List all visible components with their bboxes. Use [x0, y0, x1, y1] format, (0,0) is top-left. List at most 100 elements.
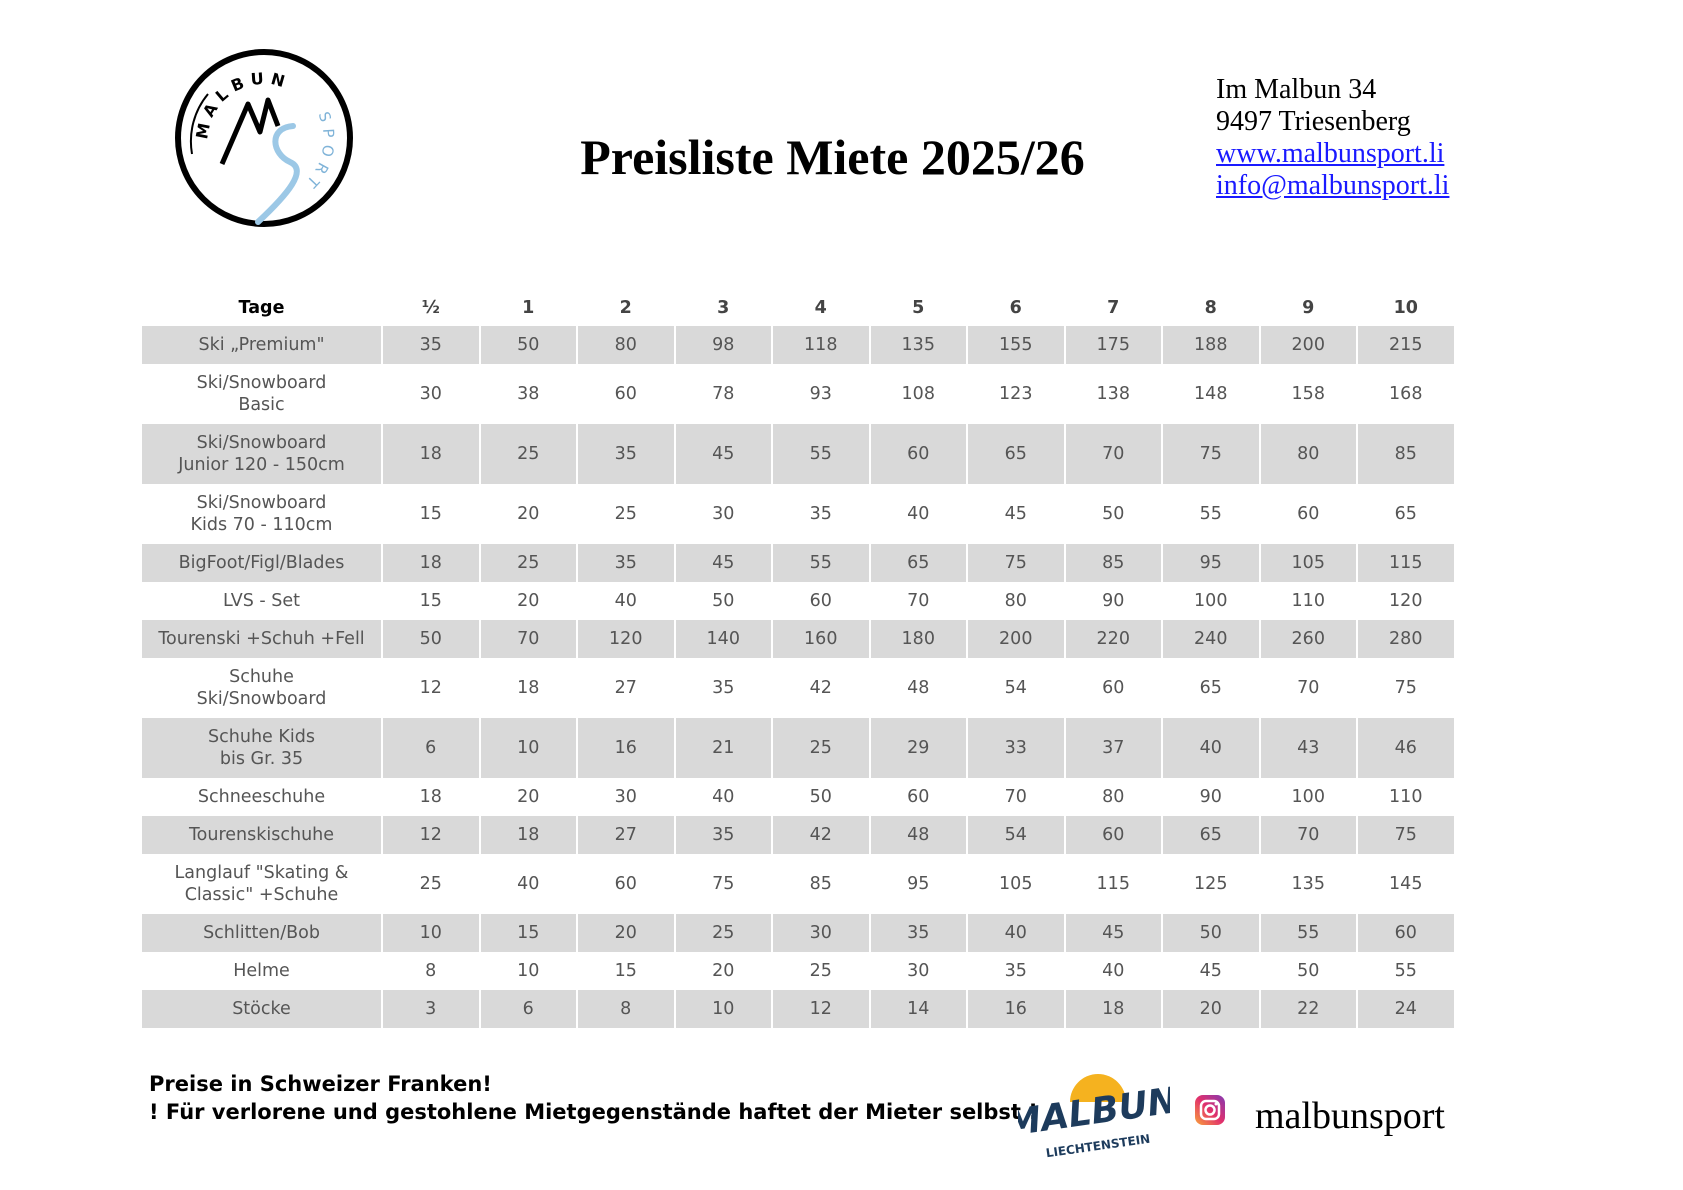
- instagram-handle[interactable]: malbunsport: [1255, 1095, 1445, 1137]
- note: Preise in Schweizer Franken!: [149, 1072, 492, 1096]
- price-cell: 38: [479, 364, 578, 424]
- email-link[interactable]: info@malbunsport.li: [1216, 170, 1450, 201]
- price-cell: 200: [1259, 326, 1358, 364]
- price-cell: 20: [1162, 990, 1261, 1028]
- price-cell: 15: [382, 582, 481, 620]
- price-cell: 110: [1259, 582, 1358, 620]
- instagram-icon[interactable]: [1194, 1094, 1226, 1126]
- price-table: Tage ½ 1 2 3 4 5 6 7 8 9 10 Ski „Premium" 35 50 80 98 118…: [142, 290, 1456, 1028]
- table-row: Tourenski +Schuh +Fell 50 70 120 140 160 180 20…: [142, 620, 1456, 658]
- price-cell: 188: [1162, 326, 1261, 364]
- row-label: Langlauf "Skating & Classic" +Schuhe: [142, 854, 383, 914]
- price-cell: 10: [479, 718, 578, 778]
- price-cell: 60: [869, 424, 968, 484]
- table-row: Schuhe Ski/Snowboard 12 18 27 35 42 48 54 60 65 70 7…: [142, 658, 1456, 718]
- price-cell: 48: [869, 658, 968, 718]
- price-cell: 50: [1162, 914, 1261, 952]
- price-cell: 70: [967, 778, 1066, 816]
- price-cell: 48: [869, 816, 968, 854]
- price-cell: 30: [577, 778, 676, 816]
- price-cell: 45: [1064, 914, 1163, 952]
- price-cell: 45: [967, 484, 1066, 544]
- website-link[interactable]: www.malbunsport.li: [1216, 138, 1445, 169]
- row-label-line: Schlitten/Bob: [203, 923, 320, 943]
- price-cell: 18: [382, 778, 481, 816]
- address-line: Im Malbun 34: [1216, 74, 1377, 105]
- price-cell: 30: [674, 484, 773, 544]
- row-label: Schuhe Ski/Snowboard: [142, 658, 383, 718]
- row-label: Ski/Snowboard Kids 70 - 110cm: [142, 484, 383, 544]
- price-cell: 50: [1259, 952, 1358, 990]
- price-cell: 75: [1357, 816, 1456, 854]
- table-row: Schuhe Kids bis Gr. 35 6 10 16 21 25 29 33 37 40 43…: [142, 718, 1456, 778]
- price-cell: 65: [869, 544, 968, 582]
- price-cell: 54: [967, 658, 1066, 718]
- price-cell: 60: [1259, 484, 1358, 544]
- price-cell: 42: [772, 658, 871, 718]
- column-header: Tage: [142, 290, 383, 326]
- price-cell: 95: [869, 854, 968, 914]
- row-label-line: LVS - Set: [222, 591, 301, 611]
- logo: MALBUN SPORT: [175, 49, 353, 227]
- price-cell: 120: [1357, 582, 1456, 620]
- price-cell: 25: [382, 854, 481, 914]
- row-label-line: Helme: [233, 961, 290, 981]
- price-cell: 65: [1162, 816, 1261, 854]
- table-row: Ski/Snowboard Kids 70 - 110cm 15 20 25 30 35 40…: [142, 484, 1456, 544]
- price-cell: 35: [382, 326, 481, 364]
- row-label: Ski/Snowboard Junior 120 - 150cm: [142, 424, 383, 484]
- price-cell: 29: [869, 718, 968, 778]
- price-cell: 60: [577, 854, 676, 914]
- price-cell: 78: [674, 364, 773, 424]
- row-label-line: Stöcke: [232, 999, 291, 1019]
- price-cell: 95: [1162, 544, 1261, 582]
- price-cell: 16: [967, 990, 1066, 1028]
- price-cell: 14: [869, 990, 968, 1028]
- price-cell: 8: [382, 952, 481, 990]
- row-label-line: Classic" +Schuhe: [184, 885, 339, 905]
- price-cell: 55: [1357, 952, 1456, 990]
- price-cell: 60: [1064, 658, 1163, 718]
- price-cell: 260: [1259, 620, 1358, 658]
- header-row: Tage ½ 1 2 3 4 5 6 7 8 9 10: [142, 290, 1456, 326]
- row-label: Helme: [142, 952, 383, 990]
- row-label-line: Ski/Snowboard: [196, 689, 327, 709]
- row-label: Tourenski +Schuh +Fell: [142, 620, 383, 658]
- table-row: Helme 8 10 15 20 25 30 35 40 45 50 55: [142, 952, 1456, 990]
- notes: Preise in Schweizer Franken! ! Für verlo…: [149, 1070, 1038, 1126]
- price-cell: 20: [479, 582, 578, 620]
- price-cell: 45: [1162, 952, 1261, 990]
- row-label-line: Tourenski +Schuh +Fell: [158, 629, 365, 649]
- price-cell: 50: [382, 620, 481, 658]
- row-label-line: Ski „Premium": [198, 335, 325, 355]
- price-cell: 35: [967, 952, 1066, 990]
- table-row: Stöcke 3 6 8 10 12 14 16 18 20 22 24: [142, 990, 1456, 1028]
- price-cell: 65: [1357, 484, 1456, 544]
- price-cell: 75: [1162, 424, 1261, 484]
- price-cell: 220: [1064, 620, 1163, 658]
- price-cell: 18: [382, 424, 481, 484]
- price-cell: 25: [577, 484, 676, 544]
- row-label-line: Kids 70 - 110cm: [190, 515, 333, 535]
- price-cell: 37: [1064, 718, 1163, 778]
- price-cell: 22: [1259, 990, 1358, 1028]
- price-cell: 35: [674, 658, 773, 718]
- column-header: 1: [479, 290, 578, 326]
- price-cell: 158: [1259, 364, 1358, 424]
- price-cell: 35: [772, 484, 871, 544]
- column-header: 7: [1064, 290, 1163, 326]
- price-cell: 55: [1162, 484, 1261, 544]
- price-cell: 65: [967, 424, 1066, 484]
- price-cell: 12: [382, 816, 481, 854]
- price-cell: 35: [577, 424, 676, 484]
- price-cell: 90: [1064, 582, 1163, 620]
- price-cell: 12: [382, 658, 481, 718]
- row-label: Stöcke: [142, 990, 383, 1028]
- row-label: Tourenskischuhe: [142, 816, 383, 854]
- column-header: ½: [382, 290, 481, 326]
- row-label: Schuhe Kids bis Gr. 35: [142, 718, 383, 778]
- row-label-line: Langlauf "Skating &: [174, 863, 349, 883]
- column-header: 2: [577, 290, 676, 326]
- price-cell: 75: [967, 544, 1066, 582]
